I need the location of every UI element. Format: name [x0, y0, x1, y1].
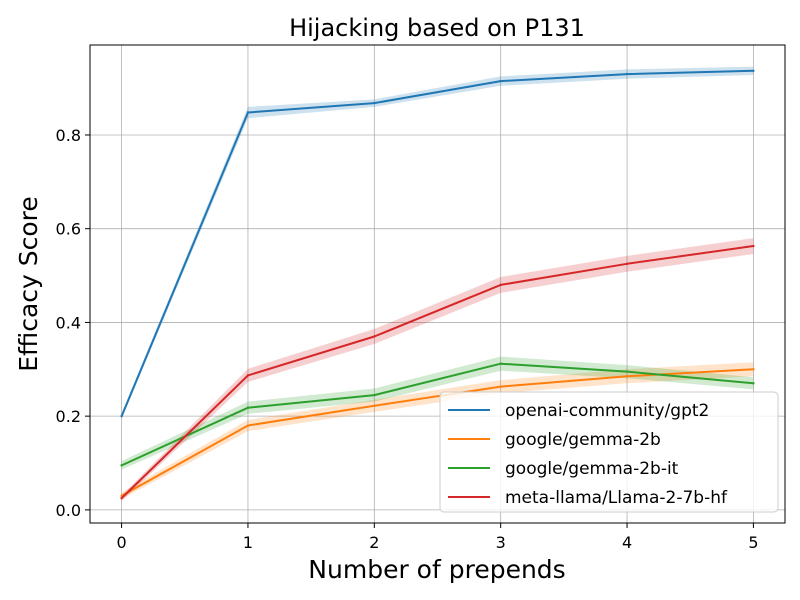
y-axis-ticks: 0.0 0.2 0.4 0.6 0.8	[56, 126, 90, 520]
data-point-2-5	[752, 382, 755, 385]
data-point-0-1	[246, 111, 250, 114]
data-point-1-5	[752, 368, 755, 371]
data-point-1-2	[373, 404, 376, 408]
data-point-2-3	[499, 362, 502, 365]
data-point-2-0	[120, 464, 123, 467]
legend-label: google/gemma-2b	[505, 430, 661, 450]
y-tick-label: 0.4	[56, 313, 81, 332]
x-tick-label: 1	[243, 533, 253, 552]
y-tick-label: 0.8	[56, 126, 81, 145]
x-tick-label: 2	[369, 533, 379, 552]
x-tick-label: 5	[748, 533, 758, 552]
series-line-3	[120, 245, 754, 499]
data-point-3-4	[625, 262, 629, 266]
confidence-band-3	[121, 238, 754, 501]
x-axis-ticks: 0 1 2 3 4 5	[116, 523, 759, 552]
data-point-3-3	[499, 283, 502, 287]
y-tick-label: 0.6	[56, 220, 81, 239]
x-axis-label: Number of prepends	[308, 555, 565, 584]
data-point-2-4	[625, 370, 629, 373]
legend-label: openai-community/gpt2	[505, 401, 709, 421]
data-point-0-5	[752, 69, 755, 72]
x-tick-label: 0	[116, 533, 126, 552]
chart-title: Hijacking based on P131	[289, 14, 585, 42]
data-point-0-3	[499, 79, 502, 83]
legend-label: google/gemma-2b-it	[505, 459, 679, 479]
legend-box	[439, 391, 779, 513]
data-point-0-4	[625, 72, 629, 76]
series-line-1	[121, 368, 754, 497]
legend-label: meta-llama/Llama-2-7b-hf	[505, 488, 728, 508]
confidence-band-1	[121, 362, 754, 500]
series-line-2	[121, 362, 754, 467]
y-tick-label: 0.2	[56, 407, 81, 426]
data-point-1-3	[499, 385, 502, 388]
data-point-0-2	[373, 101, 376, 105]
data-point-1-4	[625, 375, 629, 378]
data-point-2-2	[373, 393, 376, 397]
series-lines	[120, 69, 755, 500]
data-point-3-2	[373, 335, 376, 338]
legend: openai-community/gpt2 google/gemma-2b goog…	[439, 391, 779, 513]
data-point-3-1	[246, 374, 250, 377]
x-tick-label: 3	[496, 533, 506, 552]
plot-frame	[89, 44, 786, 524]
y-axis-label: Efficacy Score	[14, 196, 43, 372]
data-point-3-5	[752, 244, 755, 248]
grid	[90, 45, 785, 523]
confidence-band-0	[121, 66, 754, 419]
data-point-0-0	[120, 414, 123, 418]
data-point-2-1	[246, 406, 250, 409]
data-point-3-0	[120, 496, 123, 500]
data-point-1-1	[246, 424, 250, 427]
series-line-0	[120, 69, 754, 417]
x-tick-label: 4	[622, 533, 632, 552]
y-tick-label: 0.0	[56, 501, 81, 520]
